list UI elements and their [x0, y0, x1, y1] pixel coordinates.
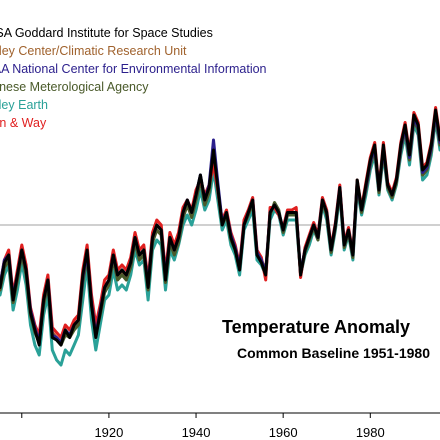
x-tick-label: 1960 [269, 425, 298, 440]
chart-subtitle: Common Baseline 1951-1980 [237, 345, 430, 361]
chart-title: Temperature Anomaly [222, 317, 410, 337]
x-tick-label: 1920 [94, 425, 123, 440]
legend-entry: Hadley Center/Climatic Research Unit [0, 44, 187, 58]
legend-entry: Cowtan & Way [0, 116, 47, 130]
legend-entry: Japanese Meterological Agency [0, 80, 149, 94]
legend-entry: NASA Goddard Institute for Space Studies [0, 26, 213, 40]
series-line-nasa-goddard-institute-for-space-studies [0, 108, 440, 347]
x-tick-label: 1980 [356, 425, 385, 440]
legend-entry: NOAA National Center for Environmental I… [0, 62, 267, 76]
legend-entry: Berkeley Earth [0, 98, 48, 112]
x-tick-label: 1940 [182, 425, 211, 440]
